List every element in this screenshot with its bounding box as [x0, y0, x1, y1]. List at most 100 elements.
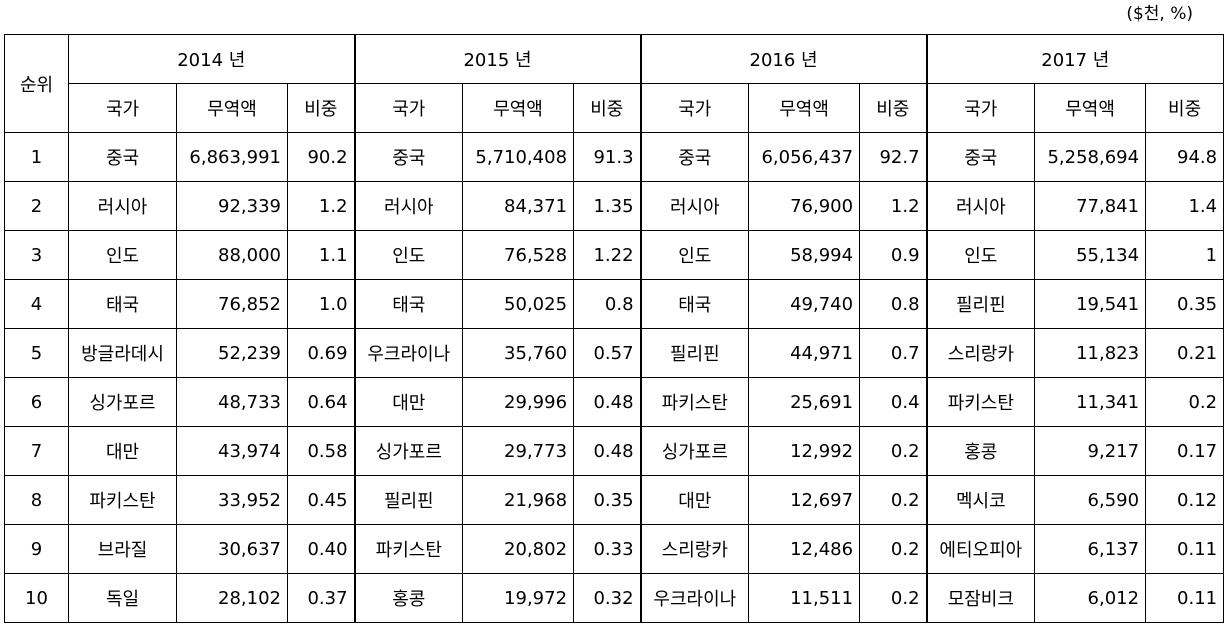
share-cell: 0.48	[573, 377, 642, 427]
country-cell: 에티오피아	[925, 524, 1036, 574]
country-cell: 필리핀	[639, 328, 750, 378]
share-cell: 0.9	[859, 230, 928, 280]
column-header-row: 국가 무역액 비중 국가 무역액 비중 국가 무역액 비중 국가 무역액 비중	[5, 83, 1225, 133]
share-cell: 0.2	[859, 426, 928, 476]
amount-cell: 19,972	[462, 573, 575, 623]
share-header: 비중	[286, 83, 356, 133]
share-cell: 0.35	[573, 475, 642, 525]
share-cell: 0.40	[286, 524, 356, 574]
share-cell: 1.22	[573, 230, 642, 280]
country-cell: 중국	[925, 132, 1036, 182]
amount-cell: 25,691	[748, 377, 861, 427]
year-header-2017: 2017 년	[925, 34, 1225, 84]
amount-cell: 76,852	[176, 279, 288, 329]
amount-cell: 88,000	[176, 230, 288, 280]
country-cell: 홍콩	[353, 573, 464, 623]
share-cell: 92.7	[859, 132, 928, 182]
amount-cell: 52,239	[176, 328, 288, 378]
rank-cell: 7	[4, 426, 69, 476]
amount-cell: 76,528	[462, 230, 575, 280]
share-cell: 0.7	[859, 328, 928, 378]
share-cell: 1.0	[286, 279, 356, 329]
share-cell: 1.2	[286, 181, 356, 231]
amount-cell: 76,900	[748, 181, 861, 231]
amount-cell: 9,217	[1034, 426, 1147, 476]
amount-cell: 12,486	[748, 524, 861, 574]
country-cell: 우크라이나	[353, 328, 464, 378]
country-cell: 대만	[639, 475, 750, 525]
amount-header: 무역액	[748, 83, 861, 133]
amount-cell: 19,541	[1034, 279, 1147, 329]
amount-cell: 12,992	[748, 426, 861, 476]
trade-table: 순위 2014 년 2015 년 2016 년 2017 년 국가 무역액 비중…	[4, 34, 1225, 623]
country-cell: 싱가포르	[639, 426, 750, 476]
share-cell: 0.2	[859, 524, 928, 574]
amount-cell: 28,102	[176, 573, 288, 623]
share-cell: 0.64	[286, 377, 356, 427]
year-header-2014: 2014 년	[67, 34, 356, 84]
country-cell: 인도	[68, 230, 177, 280]
country-header: 국가	[639, 83, 750, 133]
share-header: 비중	[1145, 83, 1225, 133]
country-cell: 중국	[639, 132, 750, 182]
country-cell: 홍콩	[925, 426, 1036, 476]
country-cell: 필리핀	[925, 279, 1036, 329]
share-cell: 1.35	[573, 181, 642, 231]
amount-cell: 44,971	[748, 328, 861, 378]
share-cell: 0.4	[859, 377, 928, 427]
amount-cell: 11,823	[1034, 328, 1147, 378]
country-cell: 모잠비크	[925, 573, 1036, 623]
amount-cell: 58,994	[748, 230, 861, 280]
share-header: 비중	[859, 83, 928, 133]
country-cell: 인도	[639, 230, 750, 280]
table-row: 9 브라질 30,637 0.40 파키스탄 20,802 0.33 스리랑카 12,486 0.…	[4, 524, 1225, 574]
amount-cell: 35,760	[462, 328, 575, 378]
table-row: 5 방글라데시 52,239 0.69 우크라이나 35,760 0.57 필리핀 44,971…	[4, 328, 1225, 378]
year-header-row: 순위 2014 년 2015 년 2016 년 2017 년	[4, 34, 1225, 133]
share-header: 비중	[573, 83, 642, 133]
amount-cell: 6,590	[1034, 475, 1147, 525]
share-cell: 0.45	[286, 475, 356, 525]
amount-cell: 48,733	[176, 377, 288, 427]
share-cell: 1.1	[286, 230, 356, 280]
country-cell: 중국	[353, 132, 464, 182]
rank-cell: 9	[4, 524, 69, 574]
country-cell: 싱가포르	[68, 377, 177, 427]
rank-cell: 5	[4, 328, 69, 378]
share-cell: 0.17	[1145, 426, 1225, 476]
share-cell: 0.32	[573, 573, 642, 623]
country-header: 국가	[925, 83, 1036, 133]
country-cell: 인도	[353, 230, 464, 280]
amount-cell: 6,056,437	[748, 132, 861, 182]
country-cell: 러시아	[68, 181, 177, 231]
share-cell: 0.12	[1145, 475, 1225, 525]
share-cell: 0.11	[1145, 524, 1225, 574]
table-row: 6 싱가포르 48,733 0.64 대만 29,996 0.48 파키스탄 25,691 0.4…	[4, 377, 1225, 427]
amount-cell: 50,025	[462, 279, 575, 329]
amount-cell: 11,341	[1034, 377, 1147, 427]
country-cell: 대만	[68, 426, 177, 476]
rank-cell: 10	[4, 573, 69, 623]
country-cell: 태국	[639, 279, 750, 329]
share-cell: 0.37	[286, 573, 356, 623]
rank-cell: 1	[4, 132, 69, 182]
amount-header: 무역액	[462, 83, 575, 133]
country-cell: 필리핀	[353, 475, 464, 525]
country-cell: 독일	[68, 573, 177, 623]
country-cell: 태국	[353, 279, 464, 329]
share-cell: 0.57	[573, 328, 642, 378]
share-cell: 0.2	[1145, 377, 1225, 427]
rank-cell: 3	[4, 230, 69, 280]
country-cell: 브라질	[68, 524, 177, 574]
share-cell: 0.2	[859, 573, 928, 623]
amount-header: 무역액	[1034, 83, 1147, 133]
amount-cell: 30,637	[176, 524, 288, 574]
rank-header: 순위	[4, 34, 69, 133]
share-cell: 0.11	[1145, 573, 1225, 623]
country-cell: 대만	[353, 377, 464, 427]
country-cell: 태국	[68, 279, 177, 329]
share-cell: 94.8	[1145, 132, 1225, 182]
country-cell: 스리랑카	[925, 328, 1036, 378]
country-cell: 멕시코	[925, 475, 1036, 525]
share-cell: 0.35	[1145, 279, 1225, 329]
